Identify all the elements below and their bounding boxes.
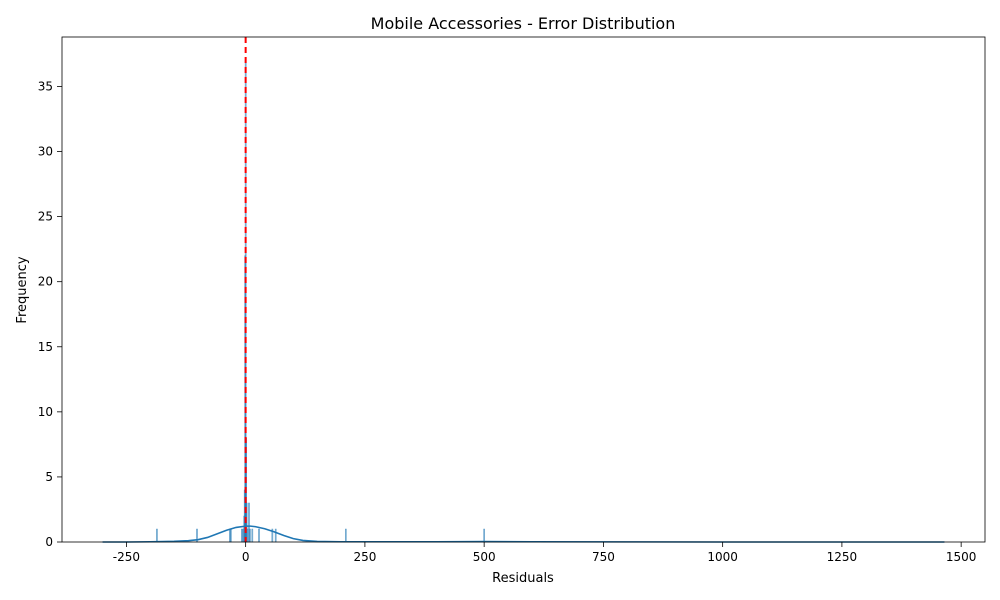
histogram-bar (249, 528, 251, 543)
histogram-bar (230, 528, 232, 543)
y-tick-label: 5 (45, 470, 53, 484)
x-tick-label: 750 (592, 550, 615, 564)
y-tick-label: 20 (38, 275, 53, 289)
x-tick-label: 500 (473, 550, 496, 564)
histogram-bar (241, 528, 243, 543)
x-axis-ticks: -250 0 250 500 750 1000 1250 1500 (113, 542, 977, 564)
x-tick-label: 0 (242, 550, 250, 564)
y-tick-label: 30 (38, 145, 53, 159)
histogram-bar (251, 528, 254, 543)
x-tick-label: -250 (113, 550, 140, 564)
x-axis-label: Residuals (492, 571, 554, 586)
histogram-bar (156, 528, 158, 543)
y-axis-label: Frequency (15, 256, 30, 323)
histogram-bar (274, 528, 277, 543)
y-tick-label: 35 (38, 79, 53, 93)
plot-area-frame (61, 36, 986, 543)
y-tick-label: 0 (45, 535, 53, 549)
y-axis-ticks: 0 5 10 15 20 25 30 35 (38, 79, 62, 549)
x-tick-label: 1250 (827, 550, 858, 564)
histogram-bar (345, 528, 347, 543)
x-tick-label: 250 (353, 550, 376, 564)
x-tick-label: 1500 (946, 550, 977, 564)
y-tick-label: 10 (38, 405, 53, 419)
x-tick-label: 1000 (707, 550, 738, 564)
y-tick-label: 25 (38, 210, 53, 224)
chart-title: Mobile Accessories - Error Distribution (371, 14, 676, 33)
histogram-bar (483, 528, 485, 543)
histogram-bar (258, 528, 260, 543)
histogram-bar (246, 528, 249, 543)
y-tick-label: 15 (38, 340, 53, 354)
